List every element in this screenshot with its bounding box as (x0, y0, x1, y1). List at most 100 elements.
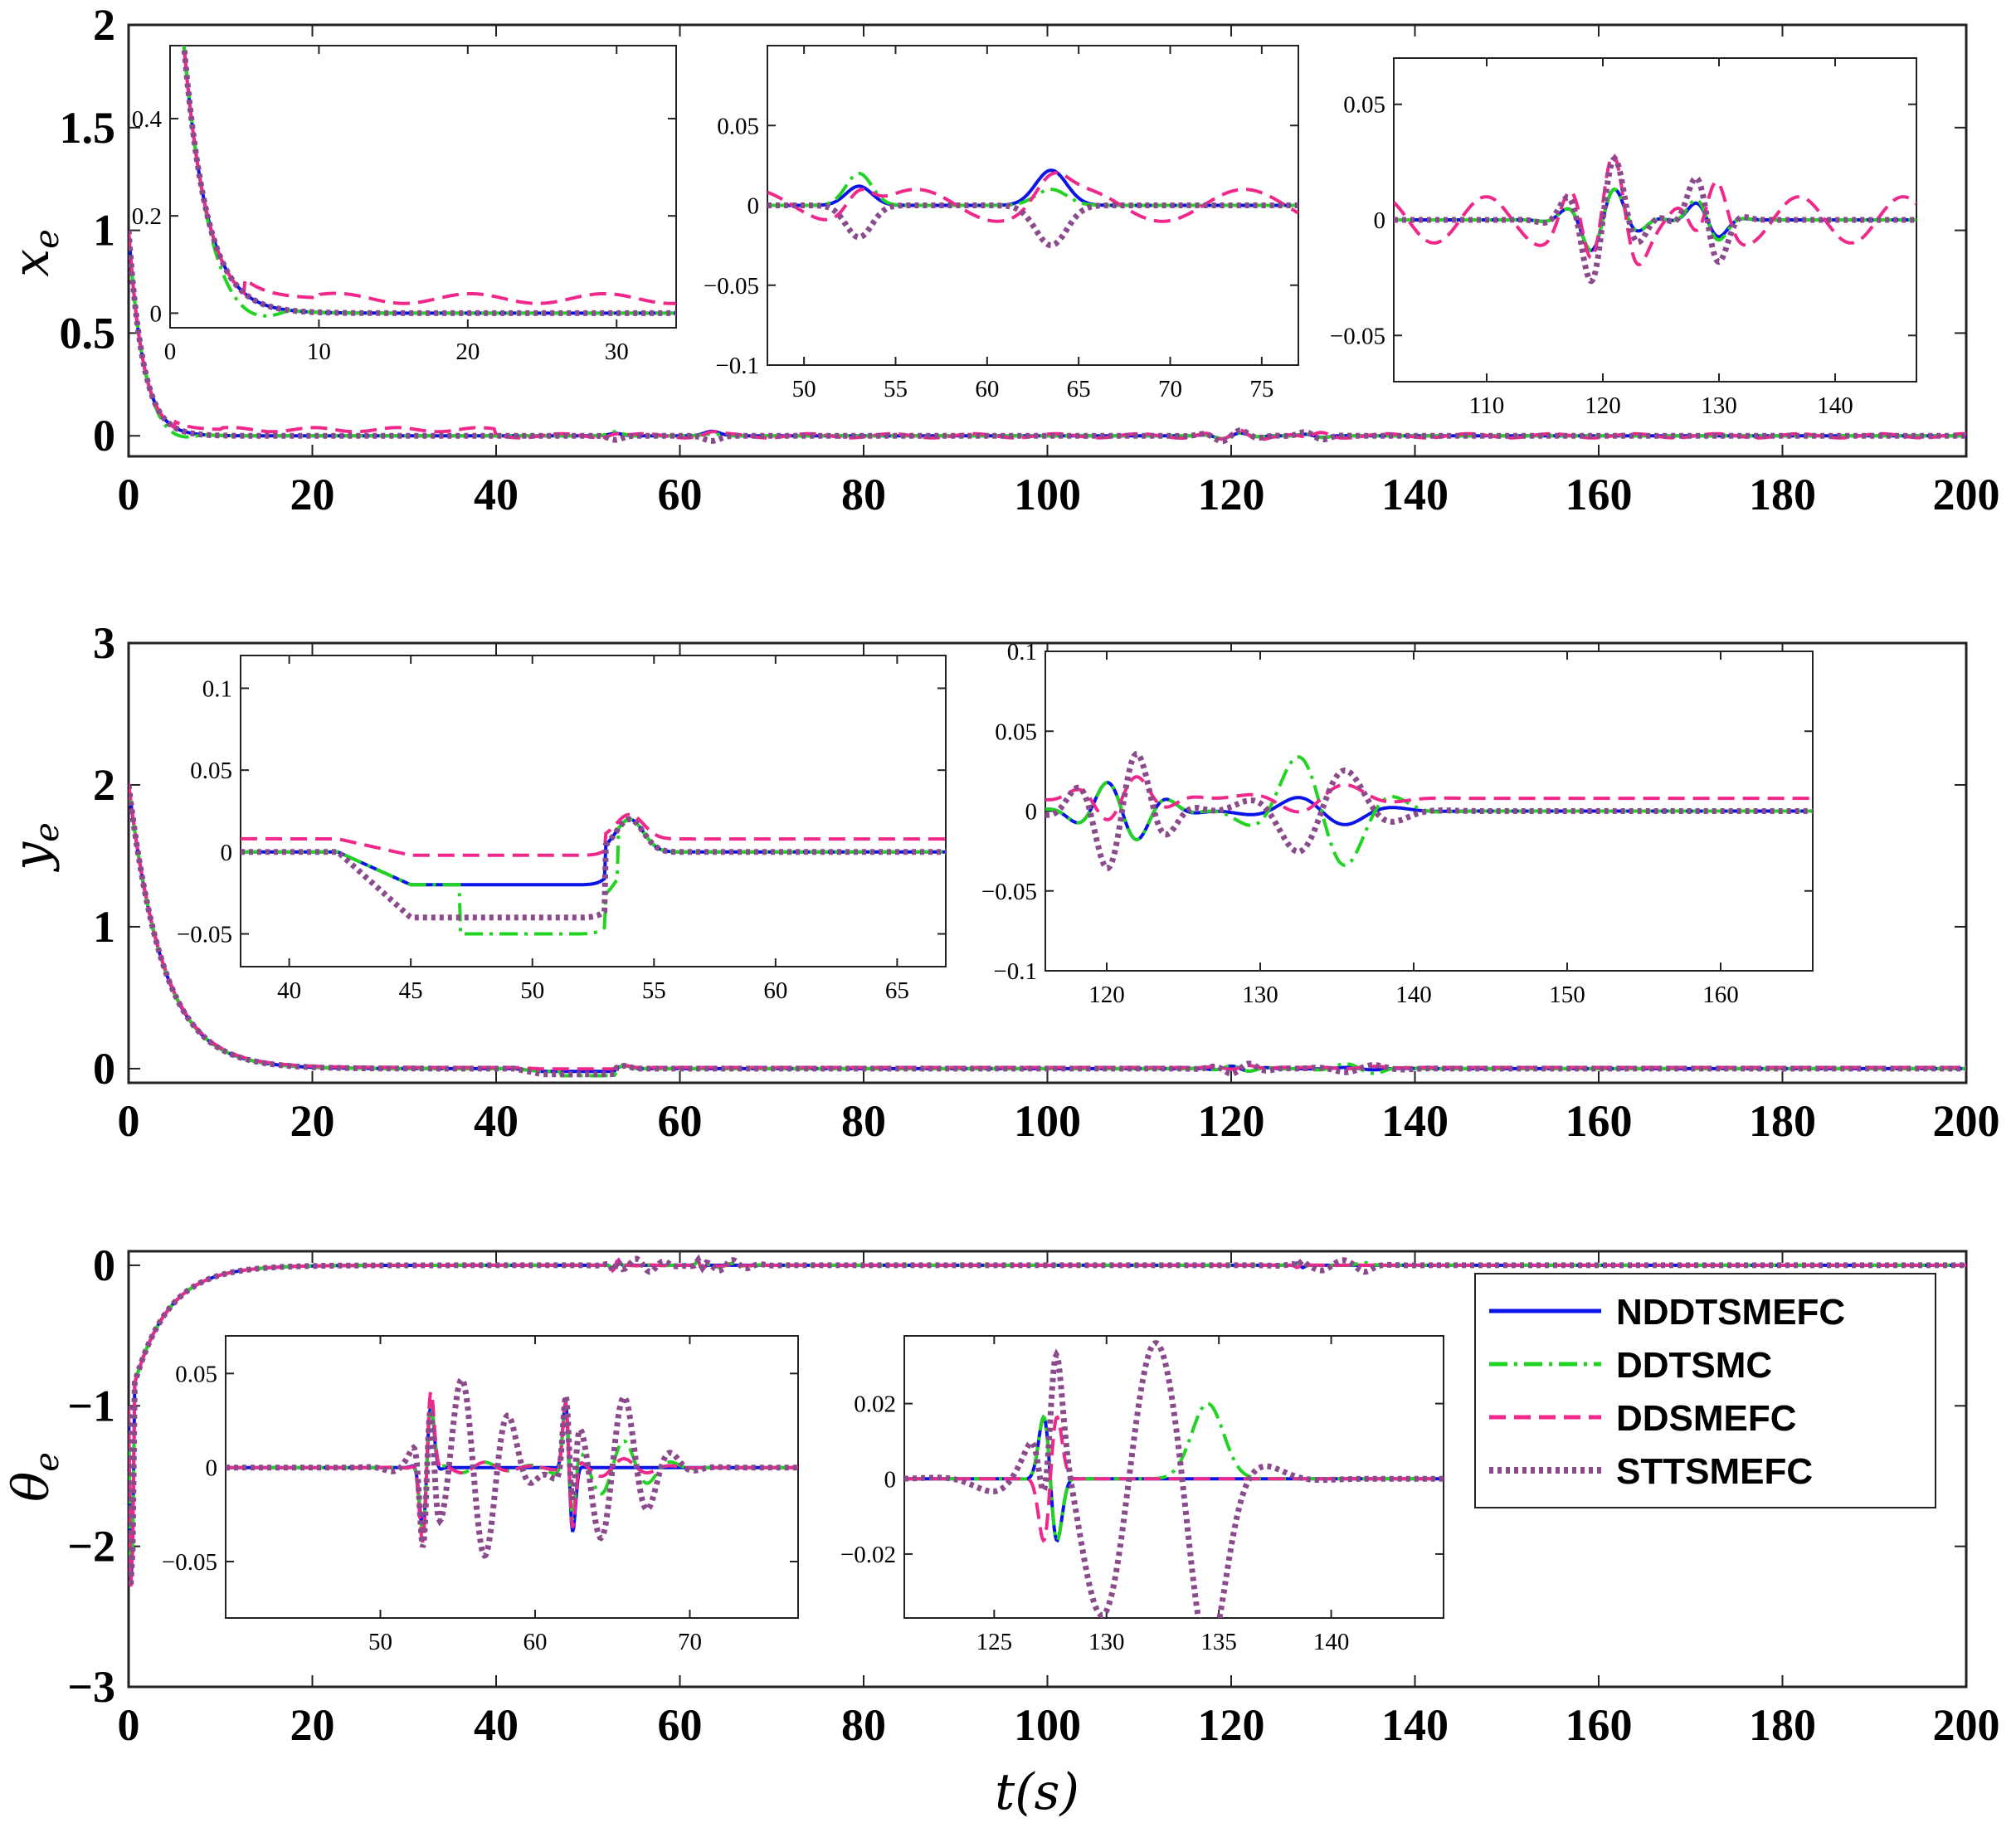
y-tick-label: −3 (67, 1662, 115, 1712)
x-tick-label: 160 (1566, 1700, 1633, 1750)
x-tick-label: 140 (1817, 392, 1853, 419)
legend-label: DDTSMC (1616, 1345, 1772, 1386)
series-line-ddsmefc (904, 1415, 1444, 1543)
x-tick-label: 135 (1200, 1629, 1237, 1655)
x-tick-label: 40 (474, 1096, 519, 1146)
y-tick-label: 0 (884, 1466, 897, 1493)
x-tick-label: 0 (118, 1700, 140, 1750)
x-tick-label: 0 (164, 339, 177, 365)
x-tick-label: 20 (290, 470, 335, 519)
y-tick-label: 0.05 (717, 113, 759, 139)
y-tick-label: 2 (93, 760, 115, 810)
y-tick-label: −0.05 (704, 273, 759, 300)
y-tick-label: 0.05 (190, 758, 232, 784)
x-tick-label: 40 (474, 1700, 519, 1750)
y-tick-label: −0.05 (981, 879, 1037, 905)
x-tick-label: 80 (841, 1096, 886, 1146)
series-line-ddsmefc (182, 46, 676, 305)
x-tick-label: 60 (763, 977, 787, 1004)
x-tick-label: 40 (277, 977, 301, 1004)
x-tick-label: 20 (290, 1700, 335, 1750)
inset-frame (903, 1335, 1444, 1619)
inset-frame (169, 45, 677, 329)
y-tick-label: 0 (150, 300, 163, 327)
x-tick-label: 110 (1469, 392, 1504, 419)
series-line-sttsmefc (241, 816, 946, 921)
x-tick-label: 30 (605, 339, 629, 365)
series-line-sttsmefc (181, 46, 676, 316)
panel-ye: 0 20 40 60 80 100 120 140 160 180 200 0 1 2 3 40 45 50 55 6… (93, 618, 2000, 1146)
x-tick-label: 160 (1566, 470, 1633, 519)
x-tick-label: 140 (1313, 1629, 1350, 1655)
x-tick-label: 160 (1702, 982, 1739, 1008)
series-line-ddsmefc (129, 230, 1966, 442)
panel-theta-inset-0: 50 60 70 −0.05 0 0.05 (162, 1335, 799, 1655)
panel-ye-inset-0: 40 45 50 55 60 65 −0.05 0 0.05 0.1 (177, 655, 947, 1004)
x-tick-label: 140 (1381, 1096, 1449, 1146)
x-tick-label: 130 (1701, 392, 1737, 419)
y-tick-label: 3 (93, 618, 115, 668)
y-tick-label: −0.02 (840, 1542, 896, 1568)
x-tick-label: 75 (1249, 376, 1273, 402)
y-tick-label: 1 (93, 902, 115, 952)
x-tick-label: 180 (1749, 1096, 1816, 1146)
y-tick-label: 2 (93, 0, 115, 50)
x-tick-label: 60 (523, 1629, 547, 1655)
y-tick-label: 0 (93, 1044, 115, 1094)
y-tick-label: 0.5 (60, 308, 116, 358)
y-tick-label: 0.1 (202, 675, 232, 702)
x-tick-label: 200 (1933, 1700, 2000, 1750)
y-tick-label: 0.1 (1007, 639, 1037, 665)
series-line-ddtsmc (1045, 755, 1813, 867)
series-line-ddsmefc (767, 171, 1298, 223)
x-tick-label: 120 (1198, 1700, 1265, 1750)
x-tick-label: 60 (975, 376, 999, 402)
x-tick-label: 120 (1088, 982, 1125, 1008)
legend-item-sttsmefc: STTSMEFC (1489, 1451, 1813, 1492)
legend-label: STTSMEFC (1616, 1451, 1813, 1492)
x-tick-label: 50 (520, 977, 544, 1004)
x-tick-label: 100 (1014, 1700, 1081, 1750)
x-tick-label: 70 (678, 1629, 702, 1655)
y-tick-label: 0.05 (175, 1361, 217, 1387)
x-tick-label: 100 (1014, 470, 1081, 519)
panel-ye-inset-1: 120 130 140 150 160 −0.1 −0.05 0 0.05 0.1 (981, 639, 1814, 1008)
x-tick-label: 80 (841, 1700, 886, 1750)
series-line-nddtsmefc (767, 168, 1298, 207)
x-tick-label: 160 (1566, 1096, 1633, 1146)
x-tick-label: 60 (658, 470, 703, 519)
x-tick-label: 10 (307, 339, 331, 365)
x-tick-label: 40 (474, 470, 519, 519)
x-tick-label: 100 (1014, 1096, 1081, 1146)
x-tick-label: 20 (290, 1096, 335, 1146)
x-tick-label: 80 (841, 470, 886, 519)
x-tick-label: 20 (455, 339, 480, 365)
series-line-sttsmefc (129, 230, 1966, 445)
legend-item-ddsmefc: DDSMEFC (1489, 1398, 1797, 1439)
series-line-sttsmefc (904, 1339, 1444, 1618)
x-tick-label: 50 (792, 376, 816, 402)
y-tick-label: 0 (747, 193, 760, 220)
series-line-ddtsmc (241, 817, 946, 936)
series-line-ddsmefc (241, 812, 946, 857)
x-tick-label: 120 (1585, 392, 1621, 419)
legend: NDDTSMEFC DDTSMC DDSMEFC STTSMEFC (1474, 1273, 1936, 1508)
x-tick-label: 55 (884, 376, 908, 402)
y-tick-label: −0.05 (162, 1549, 217, 1576)
series-line-sttsmefc (1045, 751, 1813, 871)
inset-frame (225, 1335, 799, 1619)
ylabel-ye: ye (2, 822, 66, 873)
series-line-sttsmefc (129, 784, 1966, 1078)
x-tick-label: 140 (1381, 1700, 1449, 1750)
x-tick-label: 200 (1933, 1096, 2000, 1146)
series-line-sttsmefc (1394, 155, 1916, 285)
legend-label: DDSMEFC (1616, 1398, 1797, 1439)
x-tick-label: 120 (1198, 470, 1265, 519)
x-axis-label: t(s) (995, 1763, 1079, 1821)
y-tick-label: 0 (93, 1240, 115, 1290)
x-tick-label: 130 (1242, 982, 1278, 1008)
x-tick-label: 0 (118, 470, 140, 519)
panel-xe-inset-1: 50 55 60 65 70 75 −0.1 −0.05 0 0.05 (704, 45, 1299, 402)
series-line-sttsmefc (767, 202, 1298, 249)
x-tick-label: 120 (1198, 1096, 1265, 1146)
